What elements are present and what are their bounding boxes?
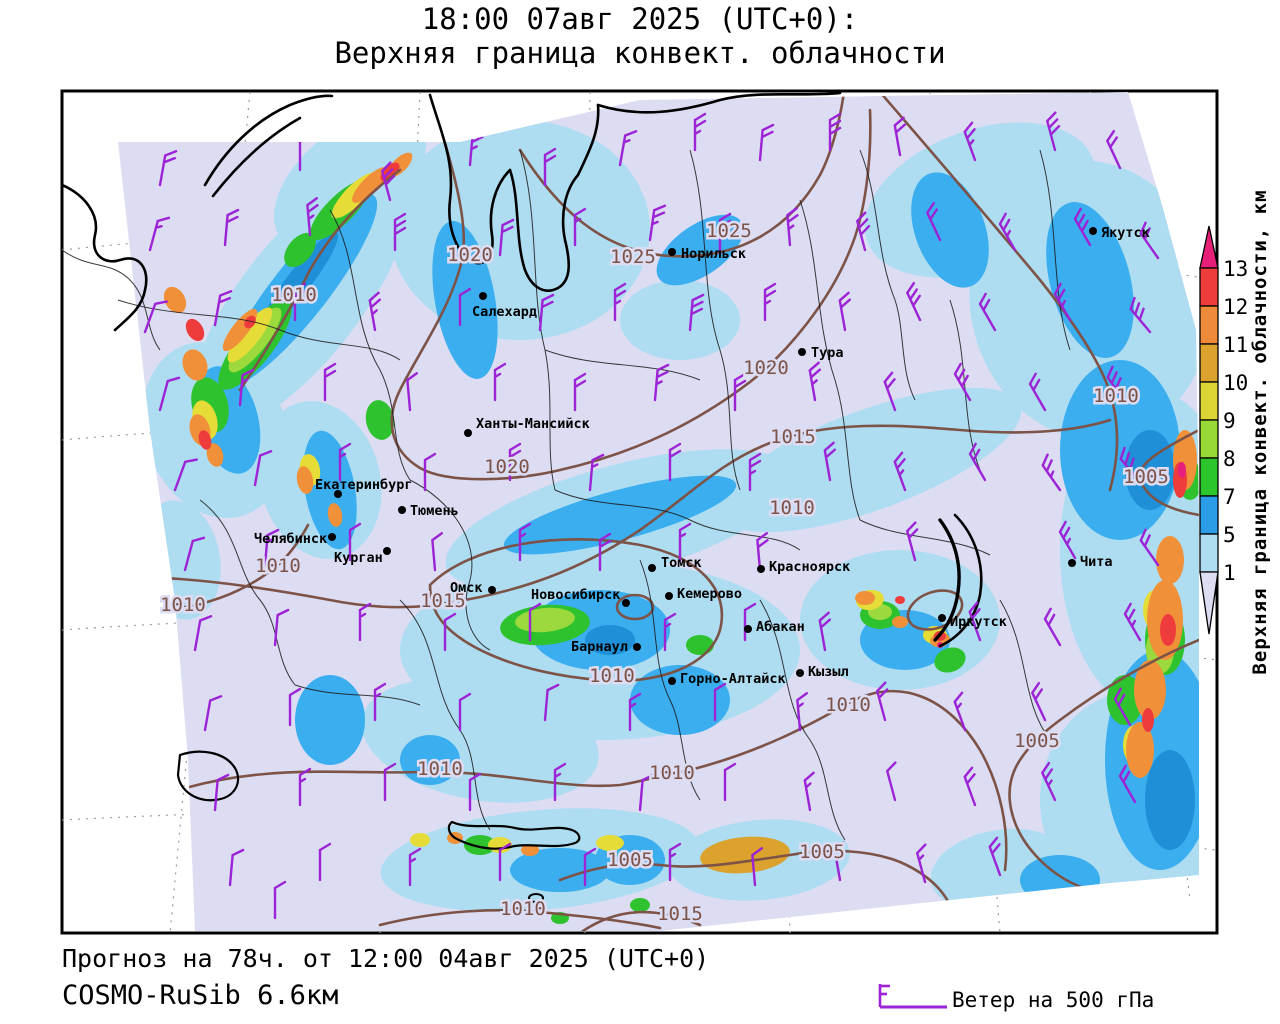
wind-legend-label: Ветер на 500 гПа bbox=[952, 988, 1154, 1012]
isobar-label: 1025 bbox=[706, 220, 752, 242]
colorbar-tick-label: 5 bbox=[1223, 523, 1236, 547]
city-dot bbox=[1068, 559, 1076, 567]
city-dot bbox=[328, 533, 336, 541]
colorbar-band bbox=[1200, 458, 1218, 496]
colorbar-band bbox=[1200, 344, 1218, 382]
city-dot bbox=[744, 625, 752, 633]
city-dot bbox=[488, 586, 496, 594]
isobar-label: 1020 bbox=[743, 357, 789, 379]
isobar-label: 1010 bbox=[271, 284, 317, 306]
isobar-label: 1005 bbox=[1123, 466, 1169, 488]
city-marker: Кемерово bbox=[665, 586, 742, 602]
city-dot bbox=[668, 248, 676, 256]
city-label: Кызыл bbox=[808, 664, 849, 680]
isobar-label: 1010 bbox=[1093, 385, 1139, 407]
isobar-label: 1015 bbox=[657, 903, 703, 925]
isobar-label: 1010 bbox=[417, 758, 463, 780]
city-label: Челябинск bbox=[254, 531, 327, 547]
colorbar-tick-label: 11 bbox=[1223, 333, 1248, 357]
isobar-label: 1010 bbox=[255, 555, 301, 577]
city-dot bbox=[796, 669, 804, 677]
city-label: Якутск bbox=[1101, 225, 1150, 241]
city-label: Абакан bbox=[756, 619, 805, 635]
colorbar-tick-label: 8 bbox=[1223, 447, 1236, 471]
city-dot bbox=[665, 592, 673, 600]
isobar-label: 1020 bbox=[484, 456, 530, 478]
city-label: Красноярск bbox=[769, 559, 850, 575]
city-label: Омск bbox=[450, 580, 483, 596]
city-marker: Горно-Алтайск bbox=[668, 671, 786, 687]
city-label: Норильск bbox=[681, 246, 746, 262]
isobar-label: 1005 bbox=[607, 849, 653, 871]
city-label: Тюмень bbox=[410, 503, 459, 519]
city-label: Горно-Алтайск bbox=[680, 671, 786, 687]
city-marker: Челябинск bbox=[254, 531, 336, 547]
colorbar-band bbox=[1200, 420, 1218, 458]
colorbar-tick-label: 13 bbox=[1223, 257, 1248, 281]
city-dot bbox=[668, 677, 676, 685]
city-marker: Курган bbox=[334, 547, 391, 566]
isobar-label: 1025 bbox=[610, 246, 656, 268]
colorbar-band bbox=[1200, 306, 1218, 344]
city-label: Екатеринбург bbox=[315, 477, 413, 493]
colorbar-band bbox=[1200, 382, 1218, 420]
wind-legend-icon bbox=[880, 984, 947, 1007]
colorbar-tick-label: 7 bbox=[1223, 485, 1236, 509]
isobar-label: 1010 bbox=[769, 497, 815, 519]
model-info-line: COSMO-RuSib 6.6км bbox=[62, 980, 338, 1011]
colorbar-band bbox=[1200, 534, 1218, 572]
isobar-label: 1010 bbox=[160, 594, 206, 616]
colorbar-tick-label: 12 bbox=[1223, 295, 1248, 319]
colorbar-tick-label: 10 bbox=[1223, 371, 1248, 395]
city-label: Тура bbox=[811, 345, 844, 361]
isobar-label: 1010 bbox=[500, 898, 546, 920]
city-dot bbox=[479, 292, 487, 300]
city-dot bbox=[398, 506, 406, 514]
forecast-info-line: Прогноз на 78ч. от 12:00 04авг 2025 (UTC… bbox=[62, 944, 709, 973]
city-label: Салехард bbox=[472, 304, 537, 320]
city-dot bbox=[798, 348, 806, 356]
city-dot bbox=[464, 429, 472, 437]
city-label: Новосибирск bbox=[531, 587, 620, 603]
city-label: Ханты-Мансийск bbox=[476, 416, 590, 432]
city-dot bbox=[633, 643, 641, 651]
city-label: Иркутск bbox=[950, 614, 1007, 630]
weather-map-canvas: 1020102510251020102010151010101010101010… bbox=[0, 0, 1280, 1024]
isobar-label: 1010 bbox=[825, 694, 871, 716]
city-marker: Красноярск bbox=[757, 559, 850, 575]
city-label: Томск bbox=[661, 555, 702, 571]
isobar-label: 1005 bbox=[799, 841, 845, 863]
city-dot bbox=[757, 565, 765, 573]
city-label: Барнаул bbox=[571, 639, 628, 655]
colorbar: 13 12 11 10 9 8 7 5 1 bbox=[1200, 226, 1248, 634]
colorbar-band bbox=[1200, 268, 1218, 306]
city-label: Чита bbox=[1080, 554, 1113, 570]
city-dot bbox=[383, 547, 391, 555]
colorbar-tick-label: 1 bbox=[1223, 561, 1236, 585]
city-label: Курган bbox=[334, 550, 383, 566]
isobar-label: 1005 bbox=[1014, 730, 1060, 752]
colorbar-tick-label: 9 bbox=[1223, 409, 1236, 433]
city-dot bbox=[648, 564, 656, 572]
colorbar-axis-title: Верхняя граница конвект. облачности, км bbox=[1249, 189, 1271, 674]
isobar-label: 1010 bbox=[589, 665, 635, 687]
city-label: Кемерово bbox=[677, 586, 742, 602]
isobar-label: 1015 bbox=[770, 426, 816, 448]
city-dot bbox=[1089, 227, 1097, 235]
colorbar-band bbox=[1200, 496, 1218, 534]
city-dot bbox=[622, 599, 630, 607]
isobar-label: 1010 bbox=[649, 762, 695, 784]
isobar-label: 1020 bbox=[447, 244, 493, 266]
city-dot bbox=[938, 614, 946, 622]
weather-map-page: 18:00 07авг 2025 (UTC+0): Верхняя границ… bbox=[0, 0, 1280, 1024]
